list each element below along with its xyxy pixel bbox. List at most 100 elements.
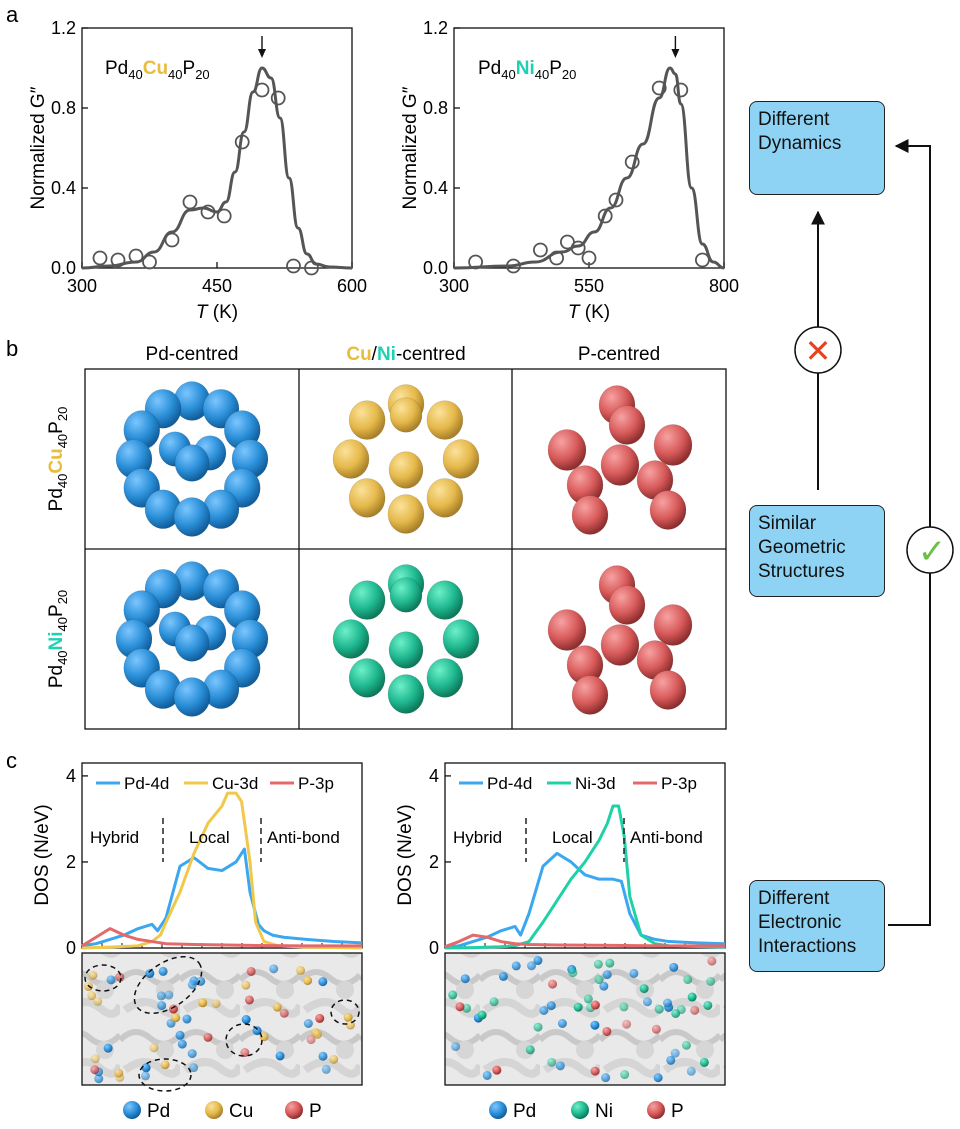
atom-dot (313, 1029, 323, 1039)
atom-dot (115, 972, 125, 982)
structure-grid: Pd-centred Cu/Ni-centred P-centred Pd40C… (46, 344, 727, 730)
atom-dot (547, 1057, 557, 1067)
atom (649, 490, 687, 530)
atom (547, 609, 587, 651)
dos-chart-right: DOS (N/eV) 0 2 4 (395, 762, 726, 958)
atom-dot (106, 975, 116, 985)
atom (649, 670, 687, 710)
atom-dot (187, 980, 197, 990)
atom-dot (525, 1045, 535, 1055)
data-point (164, 232, 180, 248)
legend-pd4d: Pd-4d (487, 774, 532, 793)
x-tick-label: 550 (574, 276, 604, 296)
atom-label-pd: Pd (513, 1101, 536, 1122)
data-point (624, 154, 640, 170)
atom-dot (590, 1000, 600, 1010)
atom-dot (145, 968, 155, 978)
atom-dot (93, 996, 103, 1006)
x-tick-label: 450 (202, 276, 232, 296)
fit-curve (81, 36, 353, 270)
atom-dot (157, 1001, 167, 1011)
atom (173, 677, 211, 717)
x-axis-label: T (K) (568, 302, 610, 323)
y-axis-label: Normalized G″ (400, 86, 421, 209)
atom-dot (140, 1071, 150, 1081)
atom-dot (703, 1000, 713, 1010)
data-point (216, 208, 232, 224)
atom-dot (477, 1010, 487, 1020)
data-point (92, 250, 108, 266)
box-line: Similar (758, 513, 817, 534)
panel-letter-b: b (6, 336, 18, 361)
x-tick-label: 300 (67, 276, 97, 296)
atom-dot (599, 981, 609, 991)
atom-dot (168, 1004, 178, 1014)
box-line: Electronic (758, 912, 842, 933)
atom-dot (114, 1068, 124, 1078)
data-points (468, 80, 710, 274)
atom-dot (594, 975, 604, 985)
fit-curve (453, 36, 725, 270)
data-point (608, 192, 624, 208)
box-line: Interactions (758, 936, 857, 957)
atom-dot (187, 1049, 197, 1059)
atom-dot (651, 1024, 661, 1034)
data-point (200, 204, 216, 220)
atom-dot (246, 966, 256, 976)
atom (442, 439, 480, 479)
atom-legend-left: Pd Cu P (123, 1101, 322, 1122)
atom-dot (318, 977, 328, 987)
box-line: Dynamics (758, 133, 842, 154)
data-point (695, 252, 710, 268)
atom (426, 478, 464, 518)
data-point (234, 134, 250, 150)
atom-dot (605, 958, 615, 968)
density-map-left (81, 952, 363, 1092)
region-local: Local (552, 828, 593, 847)
atom (174, 624, 210, 662)
series-ni-3d (444, 804, 726, 950)
chart-g-left: 0.0 0.4 0.8 1.2 300 450 600 Pd40Cu40P20 Normal… (28, 18, 367, 323)
atom-dot (482, 1070, 492, 1080)
atom-dot (103, 1043, 113, 1053)
box-different-dynamics: Different Dynamics (749, 101, 885, 195)
legend-ni3d: Ni-3d (575, 774, 616, 793)
y-tick-label: 0.4 (51, 178, 76, 198)
atom-dot (706, 976, 716, 986)
atom (348, 478, 386, 518)
data-point (549, 250, 564, 266)
atom-dot (619, 1002, 629, 1012)
atom-dot (156, 991, 166, 1001)
atom (600, 624, 640, 666)
region-hybrid: Hybrid (453, 828, 502, 847)
atom-legend-right: Pd Ni P (489, 1101, 684, 1122)
atom-dot (557, 1019, 567, 1029)
data-point (651, 80, 667, 96)
atom-label-p: P (309, 1101, 322, 1122)
box-line: Different (758, 888, 830, 909)
atom-dot (87, 991, 97, 1001)
chart-g-right: 0.0 0.4 0.8 1.2 300 550 800 Pd40Ni40P20 Normal… (400, 18, 739, 323)
atom-dot (259, 1032, 269, 1042)
atom (571, 495, 609, 535)
atom (426, 580, 464, 620)
regions-right: Hybrid Local Anti-bond (453, 818, 703, 862)
row-label-cu: Pd40Cu40P20 (46, 407, 70, 512)
atom-label-pd: Pd (147, 1101, 170, 1122)
check-symbol: ✓ (918, 533, 947, 571)
atom-dot (94, 1074, 104, 1084)
atom-dot (329, 1054, 339, 1064)
legend-pd4d: Pd-4d (124, 774, 169, 793)
atom (653, 604, 693, 646)
atom-dot (681, 1040, 691, 1050)
region-local: Local (189, 828, 230, 847)
atom-dot (158, 966, 168, 976)
atom-dot (498, 971, 508, 981)
atom-dot (303, 1018, 313, 1028)
atom-dot (568, 968, 578, 978)
region-antibond: Anti-bond (630, 828, 703, 847)
peak-arrow-head (258, 49, 266, 58)
col-header-pd: Pd-centred (146, 344, 239, 365)
atom (547, 429, 587, 471)
atom-dot (315, 1013, 325, 1023)
